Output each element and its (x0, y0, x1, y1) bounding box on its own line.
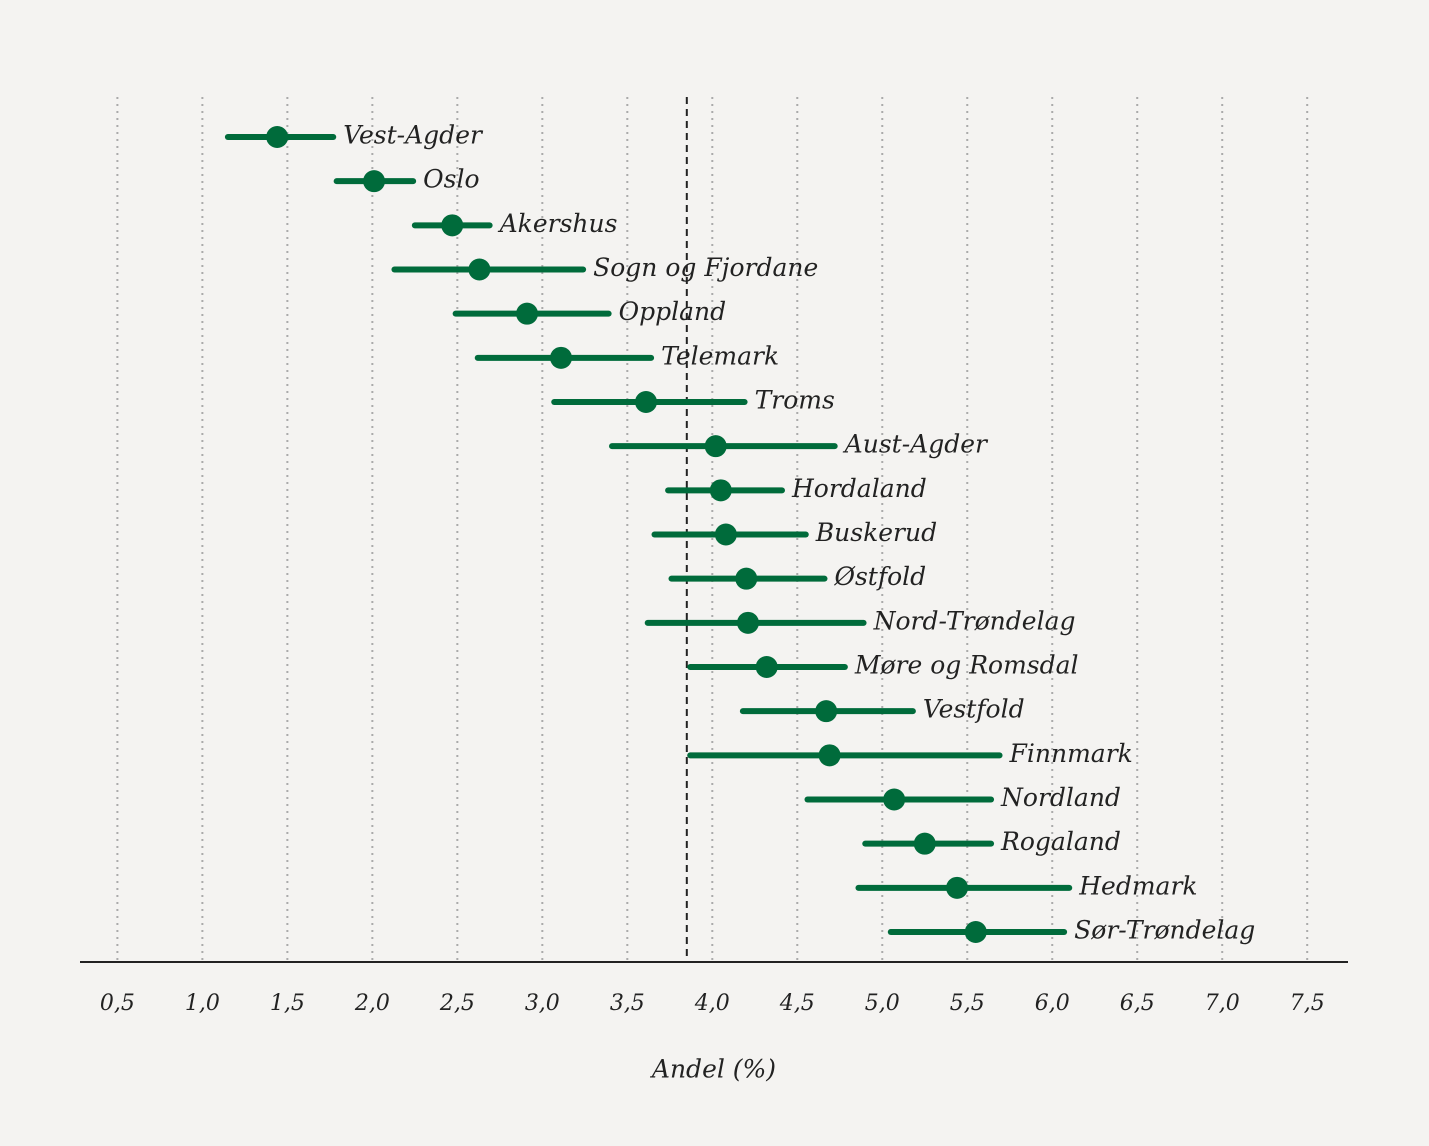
point (913, 832, 936, 855)
point (516, 302, 539, 325)
point (736, 611, 759, 634)
x-tick-label: 1,0 (185, 991, 220, 1016)
category-label: Telemark (661, 341, 779, 370)
x-tick-label: 7,5 (1290, 991, 1325, 1016)
point (883, 788, 906, 811)
category-label: Sør-Trøndelag (1074, 916, 1255, 945)
category-label: Østfold (833, 562, 926, 591)
x-tick-label: 3,5 (610, 991, 645, 1016)
x-tick-label: 6,0 (1035, 991, 1070, 1016)
category-label: Hedmark (1078, 871, 1197, 900)
category-label: Møre og Romsdal (854, 651, 1079, 680)
point (964, 921, 987, 943)
point (635, 391, 658, 413)
point (550, 346, 573, 369)
x-tick-label: 5,0 (865, 991, 900, 1016)
x-tick-label: 3,0 (525, 991, 560, 1016)
x-tick-label: 4,0 (694, 991, 730, 1016)
point (441, 214, 464, 237)
point (363, 170, 386, 193)
point (704, 435, 727, 458)
category-label: Troms (755, 386, 835, 415)
point (818, 744, 841, 767)
category-label: Oslo (423, 165, 479, 194)
point (468, 258, 491, 281)
point (755, 656, 778, 678)
category-label: Sogn og Fjordane (593, 253, 818, 282)
category-label: Rogaland (1000, 827, 1121, 856)
category-label: Vest-Agder (343, 121, 484, 150)
category-label: Oppland (619, 297, 727, 326)
category-label: Nordland (1000, 783, 1121, 812)
category-label: Aust-Agder (843, 430, 989, 459)
x-tick-label: 0,5 (100, 991, 135, 1016)
x-tick-label: 1,5 (270, 991, 305, 1016)
point (946, 876, 969, 899)
point (709, 479, 732, 502)
category-label: Nord-Trøndelag (873, 606, 1076, 635)
point (266, 126, 289, 148)
category-label: Finnmark (1009, 739, 1133, 768)
category-label: Hordaland (791, 474, 927, 503)
x-tick-label: 6,5 (1120, 991, 1155, 1016)
x-tick-label: 2,5 (439, 991, 475, 1016)
category-label: Akershus (498, 209, 618, 238)
point (714, 523, 737, 546)
x-tick-label: 4,5 (779, 991, 815, 1016)
x-axis-label: Andel (%) (650, 1055, 776, 1084)
point (815, 700, 838, 723)
category-label: Buskerud (815, 518, 937, 547)
x-tick-label: 5,5 (950, 991, 985, 1016)
x-tick-label: 2,0 (354, 991, 390, 1016)
category-label: Vestfold (923, 695, 1025, 724)
x-tick-label: 7,0 (1205, 991, 1240, 1016)
point (735, 567, 758, 590)
